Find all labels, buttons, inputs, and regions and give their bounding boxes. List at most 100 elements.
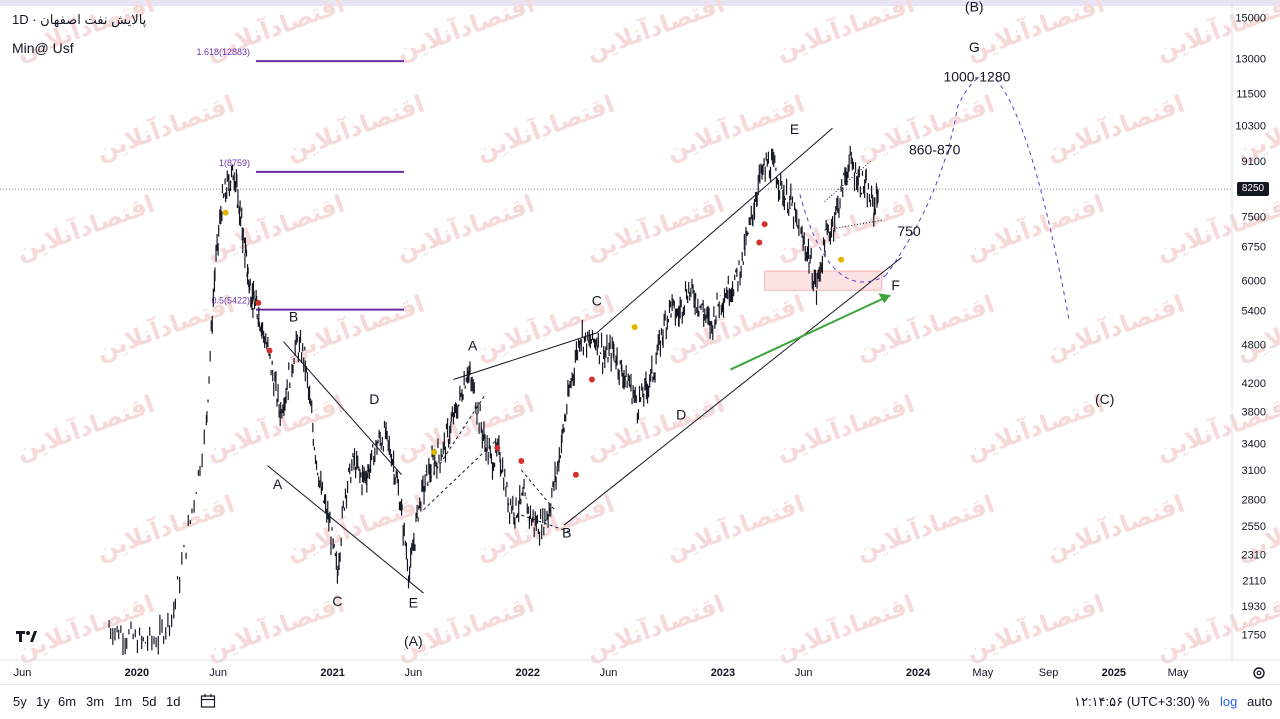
wave-label: E — [790, 121, 799, 137]
wave-label: C — [592, 292, 602, 308]
wave-label: D — [676, 406, 686, 422]
watermark-text: اقتصادآنلاین — [582, 189, 728, 266]
watermark-text: اقتصادآنلاین — [962, 589, 1108, 666]
watermark-text: اقتصادآنلاین — [202, 589, 348, 666]
watermark-text: اقتصادآنلاین — [472, 489, 618, 566]
watermark-layer: اقتصادآنلاین اقتصادآنلاین اقتصادآنلاین اقتص… — [12, 0, 1280, 666]
signal-dot — [255, 299, 262, 306]
y-tick-label: 9100 — [1242, 156, 1266, 168]
watermark-text: اقتصادآنلاین — [12, 189, 158, 266]
watermark-text: اقتصادآنلاین — [282, 289, 428, 366]
x-tick-label: May — [972, 667, 993, 679]
channel-upper-3 — [596, 127, 833, 334]
channel-upper-2 — [453, 332, 597, 380]
wave-label: F — [891, 277, 900, 293]
x-tick-label: Jun — [795, 667, 813, 679]
watermark-text: اقتصادآنلاین — [772, 389, 918, 466]
x-tick-label: Jun — [404, 667, 422, 679]
trendline-upper-1 — [283, 341, 402, 476]
timeframe-5y[interactable]: 5y — [13, 694, 27, 709]
channel-lower-3 — [563, 257, 902, 526]
x-tick-label: 2024 — [906, 667, 931, 679]
wave-label: 1000-1280 — [943, 68, 1010, 84]
x-tick-label: Jun — [209, 667, 227, 679]
x-tick-label: 2020 — [125, 667, 149, 679]
watermark-text: اقتصادآنلاین — [392, 189, 538, 266]
indicator-label: Min@ Usf — [12, 40, 74, 56]
signal-dot — [494, 444, 501, 451]
watermark-text: اقتصادآنلاین — [962, 389, 1108, 466]
wave-label: D — [369, 391, 379, 407]
fib-level-label: 0.5(5422) — [211, 296, 250, 306]
wedge-lower — [824, 219, 882, 231]
clock-display: ۱۲:۱۴:۵۶ (UTC+3:30) — [1074, 694, 1195, 709]
symbol-title[interactable]: پالایش نفت اصفهان · 1D — [12, 12, 147, 27]
timeframe-5d[interactable]: 5d — [142, 694, 157, 709]
watermark-text: اقتصادآنلاین — [202, 189, 348, 266]
wave-label: B — [562, 525, 571, 541]
watermark-text: اقتصادآنلاین — [12, 389, 158, 466]
trend-arrow — [730, 294, 891, 371]
watermark-text: اقتصادآنلاین — [392, 0, 538, 66]
wave-label: C — [332, 593, 342, 609]
fib-level-label: 1(8759) — [219, 158, 250, 168]
projection-arc-g — [885, 75, 1070, 322]
watermark-text: اقتصادآنلاین — [852, 289, 998, 366]
fib-level-label: 1.618(12883) — [196, 47, 250, 57]
tradingview-logo-icon[interactable] — [12, 624, 40, 648]
watermark-text: اقتصادآنلاین — [582, 389, 728, 466]
wave-label: B — [289, 309, 298, 325]
chart-canvas[interactable]: اقتصادآنلاین اقتصادآنلاین اقتصادآنلاین اقتص… — [0, 0, 1280, 684]
wave-label: 750 — [897, 223, 921, 239]
x-tick-label: Sep — [1039, 667, 1059, 679]
y-tick-label: 3800 — [1242, 407, 1266, 419]
calendar-range-icon[interactable] — [200, 693, 216, 709]
signal-dot — [518, 457, 525, 464]
y-tick-label: 2550 — [1242, 521, 1266, 533]
timeframe-6m[interactable]: 6m — [58, 694, 77, 709]
y-tick-label: 13000 — [1235, 54, 1266, 66]
gear-icon[interactable] — [1252, 666, 1266, 680]
timeframe-1d[interactable]: 1d — [166, 694, 181, 709]
y-tick-label: 7500 — [1242, 211, 1266, 223]
wave-label: (C) — [1095, 391, 1114, 407]
watermark-text: اقتصادآنلاین — [1152, 389, 1280, 466]
price-series — [108, 145, 879, 656]
watermark-text: اقتصادآنلاین — [662, 289, 808, 366]
x-tick-label: 2022 — [516, 667, 540, 679]
watermark-text: اقتصادآنلاین — [1042, 289, 1188, 366]
percent-scale-button[interactable]: % — [1198, 694, 1210, 709]
bottom-toolbar: 5y 1y 6m 3m 1m 5d 1d ۱۲:۱۴:۵۶ (UTC+3:30)… — [0, 684, 1280, 719]
x-tick-label: 2025 — [1102, 667, 1126, 679]
x-tick-label: May — [1168, 667, 1189, 679]
x-tick-label: Jun — [600, 667, 618, 679]
auto-scale-button[interactable]: auto — [1247, 694, 1273, 709]
signal-dot — [431, 449, 438, 456]
watermark-text: اقتصادآنلاین — [852, 489, 998, 566]
y-tick-label: 4200 — [1242, 378, 1266, 390]
signal-dot — [756, 239, 763, 246]
watermark-text: اقتصادآنلاین — [772, 589, 918, 666]
timeframe-1y[interactable]: 1y — [36, 694, 50, 709]
wave-label: E — [409, 595, 418, 611]
y-tick-label: 2110 — [1242, 576, 1266, 588]
y-tick-label: 11500 — [1236, 89, 1266, 101]
wave-label: 860-870 — [909, 142, 961, 158]
watermark-text: اقتصادآنلاین — [282, 89, 428, 166]
watermark-text: اقتصادآنلاین — [92, 89, 238, 166]
timeframe-3m[interactable]: 3m — [86, 694, 105, 709]
y-tick-label: 2800 — [1242, 494, 1266, 506]
log-scale-button[interactable]: log — [1220, 694, 1238, 709]
support-zone — [764, 270, 883, 291]
signal-dot — [631, 324, 638, 331]
trendline-lower-1 — [267, 465, 424, 594]
signal-dot — [761, 221, 768, 228]
wave-label: (B) — [965, 0, 984, 15]
triangle-dash-a — [423, 393, 487, 490]
watermark-text: اقتصادآنلاین — [582, 589, 728, 666]
signal-dot — [572, 471, 579, 478]
y-tick-label: 15000 — [1235, 12, 1266, 24]
signal-dot — [588, 376, 595, 383]
timeframe-1m[interactable]: 1m — [114, 694, 133, 709]
x-tick-label: 2021 — [320, 667, 344, 679]
